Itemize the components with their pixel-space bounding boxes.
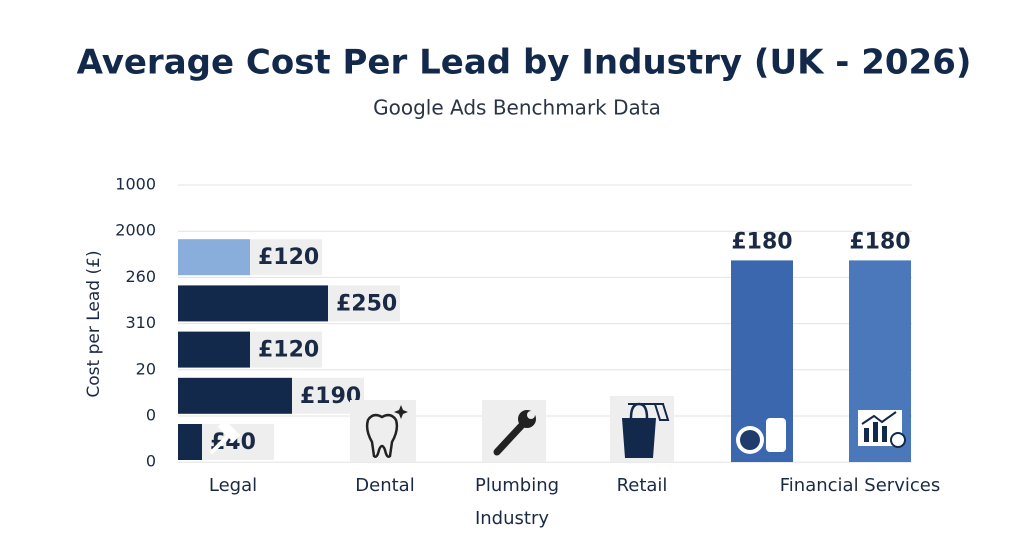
y-tick-label: 0 <box>146 452 156 471</box>
icon <box>890 432 906 448</box>
tooth-icon <box>365 413 399 458</box>
icon <box>873 422 878 442</box>
bar <box>178 239 250 276</box>
bar <box>178 424 202 460</box>
y-tick-label: 2000 <box>115 221 156 240</box>
chart-subtitle: Google Ads Benchmark Data <box>373 96 661 120</box>
value-label: £180 <box>849 229 910 254</box>
icon <box>861 411 897 425</box>
icons <box>210 396 906 462</box>
x-tick-label: Plumbing <box>475 475 559 496</box>
value-label: £180 <box>731 229 792 254</box>
value-label: £120 <box>258 245 319 270</box>
wrench-icon <box>527 411 535 419</box>
y-tick-label: 260 <box>125 267 156 286</box>
bag-icon <box>622 418 656 458</box>
value-label-bg <box>328 285 400 322</box>
icon <box>740 430 760 450</box>
wrench-icon <box>493 420 527 456</box>
x-tick-label: Dental <box>355 475 414 496</box>
icon <box>882 426 887 442</box>
bar <box>178 377 292 414</box>
x-tick-label: Retail <box>617 475 668 496</box>
value-label-bg <box>250 239 322 276</box>
icon <box>766 418 786 452</box>
x-axis-label: Industry <box>475 508 549 529</box>
bar <box>178 331 250 368</box>
icon-bg <box>350 400 416 462</box>
icon <box>210 436 228 454</box>
y-tick-label: 20 <box>136 359 156 378</box>
sparkle-icon <box>394 405 408 419</box>
chart-title: Average Cost Per Lead by Industry (UK - … <box>77 43 972 83</box>
hanger-icon <box>628 403 670 421</box>
y-tick-label: 1000 <box>115 175 156 194</box>
value-label: £250 <box>336 291 397 316</box>
y-tick-label: 0 <box>146 406 156 425</box>
icon <box>864 428 869 442</box>
x-tick-label: Legal <box>209 475 257 496</box>
y-axis-label: Cost per Lead (£) <box>84 250 104 397</box>
y-tick-label: 310 <box>125 313 156 332</box>
icon <box>217 419 241 443</box>
value-label-bg <box>250 331 322 368</box>
value-label: £120 <box>258 338 319 363</box>
x-tick-label: Financial Services <box>780 475 940 496</box>
bar <box>178 285 328 322</box>
value-label-bg <box>202 424 274 460</box>
